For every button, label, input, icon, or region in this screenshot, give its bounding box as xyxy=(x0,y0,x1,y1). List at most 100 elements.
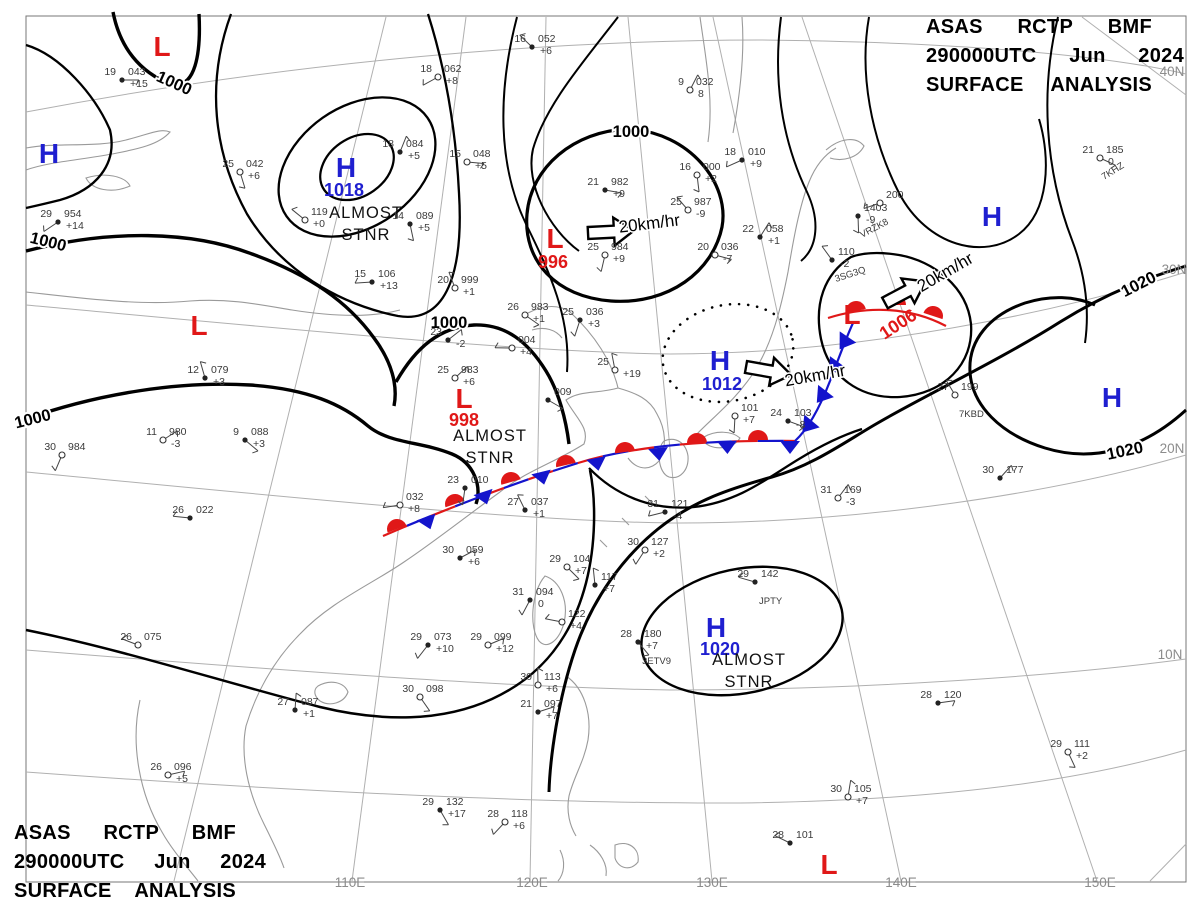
station-pressure: 180 xyxy=(644,628,662,640)
station-pressure: 984 xyxy=(611,241,629,253)
station-pressure: 132 xyxy=(446,796,464,808)
station-pressure: 087 xyxy=(301,696,319,708)
station-plot: 122+4 xyxy=(544,608,586,632)
cold-front-symbol xyxy=(829,356,847,375)
station-temperature: 30 xyxy=(520,671,532,683)
longitude-label: 120E xyxy=(516,875,548,890)
station-tendency: -9 xyxy=(866,214,875,226)
wind-barb-feather xyxy=(728,429,735,434)
wind-barb xyxy=(294,693,297,711)
wind-barb xyxy=(937,700,955,704)
station-temperature: 14 xyxy=(392,210,404,222)
movement-annotation: STNR xyxy=(725,673,774,691)
station-temperature: 27 xyxy=(277,696,289,708)
station-tendency: -3 xyxy=(846,496,855,508)
station-plot: 25 987-9 xyxy=(670,195,712,220)
station-pressure: 010 xyxy=(748,146,766,158)
pressure-center-letter: H xyxy=(336,152,356,183)
wind-barb-feather xyxy=(414,652,418,659)
station-tendency: +2 xyxy=(653,548,665,560)
title-line: ASAS RCTP BMF xyxy=(926,16,1152,45)
station-plot: 25 036+3 xyxy=(562,306,604,337)
station-tendency: +3 xyxy=(253,438,265,450)
station-plot: 29 954+14 xyxy=(40,208,84,232)
title-word: BMF xyxy=(191,822,236,844)
station-pressure: 1403 xyxy=(864,202,888,214)
station-plot: 16 052+6 xyxy=(514,33,555,57)
station-circle xyxy=(463,158,471,166)
title-word: RCTP xyxy=(103,822,160,844)
station-tendency: -8 xyxy=(796,419,805,431)
station-tendency: -4 xyxy=(673,510,682,522)
station-plot: 29 142 JPTY xyxy=(737,568,783,607)
wind-barb xyxy=(244,439,259,452)
station-tendency: +7 xyxy=(575,565,587,577)
station-tendency: +19 xyxy=(623,368,641,380)
station-temperature: 28 xyxy=(487,808,499,820)
station-plot: 30 984 xyxy=(44,441,86,471)
warm-front-symbol xyxy=(923,306,943,320)
wind-barb-feather xyxy=(774,831,780,836)
station-circle xyxy=(1064,748,1072,756)
station-plot: 26 983+1 xyxy=(507,301,549,328)
station-dot xyxy=(662,509,668,515)
station-tendency: +3 xyxy=(213,376,225,388)
station-tendency: +9 xyxy=(613,253,625,265)
isobar-label: 1020 xyxy=(1118,268,1159,301)
wind-barb xyxy=(519,34,533,48)
pressure-center-letter: L xyxy=(455,383,472,414)
wind-barb xyxy=(517,494,526,511)
wind-barb-feather xyxy=(593,567,599,572)
station-dot xyxy=(522,507,528,513)
station-dot xyxy=(397,149,403,155)
latitude-label: 20N xyxy=(1160,441,1185,456)
pressure-center-value: 998 xyxy=(449,410,479,430)
station-pressure: 120 xyxy=(944,689,962,701)
station-pressure: 009 xyxy=(554,386,572,398)
station-plot: 30 177 xyxy=(982,464,1024,481)
station-temperature: 31 xyxy=(820,484,832,496)
arrow-icon xyxy=(743,355,794,388)
station-temperature: 29 xyxy=(40,208,52,220)
wind-barb-feather xyxy=(642,654,650,657)
station-pressure: 142 xyxy=(761,568,779,580)
station-temperature: 30 xyxy=(44,441,56,453)
station-pressure: 106 xyxy=(378,268,396,280)
station-pressure: 094 xyxy=(536,586,554,598)
station-plot: 12 079+3 xyxy=(187,361,229,388)
pressure-system-l: L xyxy=(153,31,170,62)
graticule-lines xyxy=(25,16,1187,882)
wind-barb-feather xyxy=(354,277,359,284)
wind-barb-feather xyxy=(51,465,56,471)
wind-barb xyxy=(521,599,531,616)
station-plot: 25 +19 xyxy=(597,352,641,380)
station-pressure: 079 xyxy=(211,364,229,376)
longitude-label: 130E xyxy=(696,875,728,890)
isobar-label: 1000 xyxy=(154,68,195,99)
wind-barb xyxy=(537,706,555,713)
station-tendency: +15 xyxy=(130,78,148,90)
station-pressure: 032 xyxy=(406,491,424,503)
wind-barb-feather xyxy=(502,638,505,645)
station-pressure: 113 xyxy=(544,671,561,683)
wind-barb-feather xyxy=(200,361,207,364)
pressure-center-letter: L xyxy=(546,223,563,254)
wind-barb-feather xyxy=(850,779,856,785)
station-circle xyxy=(558,618,566,626)
station-dot xyxy=(187,515,193,521)
wind-barb-feather xyxy=(768,222,773,229)
station-plot: 18 084+5 xyxy=(382,135,424,162)
station-dot xyxy=(752,579,758,585)
station-temperature: 21 xyxy=(587,176,599,188)
station-tendency: +12 xyxy=(496,643,514,655)
wind-barb-feather xyxy=(1069,766,1076,768)
station-temperature: 20 xyxy=(697,241,709,253)
wind-barb-feather xyxy=(382,501,386,508)
station-tendency: +6 xyxy=(248,170,260,182)
title-word: ANALYSIS xyxy=(134,880,236,902)
pressure-system-l: L xyxy=(190,310,207,341)
station-temperature: 25 xyxy=(597,356,609,368)
station-pressure: 036 xyxy=(721,241,739,253)
station-dot xyxy=(369,279,375,285)
station-pressure: 037 xyxy=(531,496,549,508)
